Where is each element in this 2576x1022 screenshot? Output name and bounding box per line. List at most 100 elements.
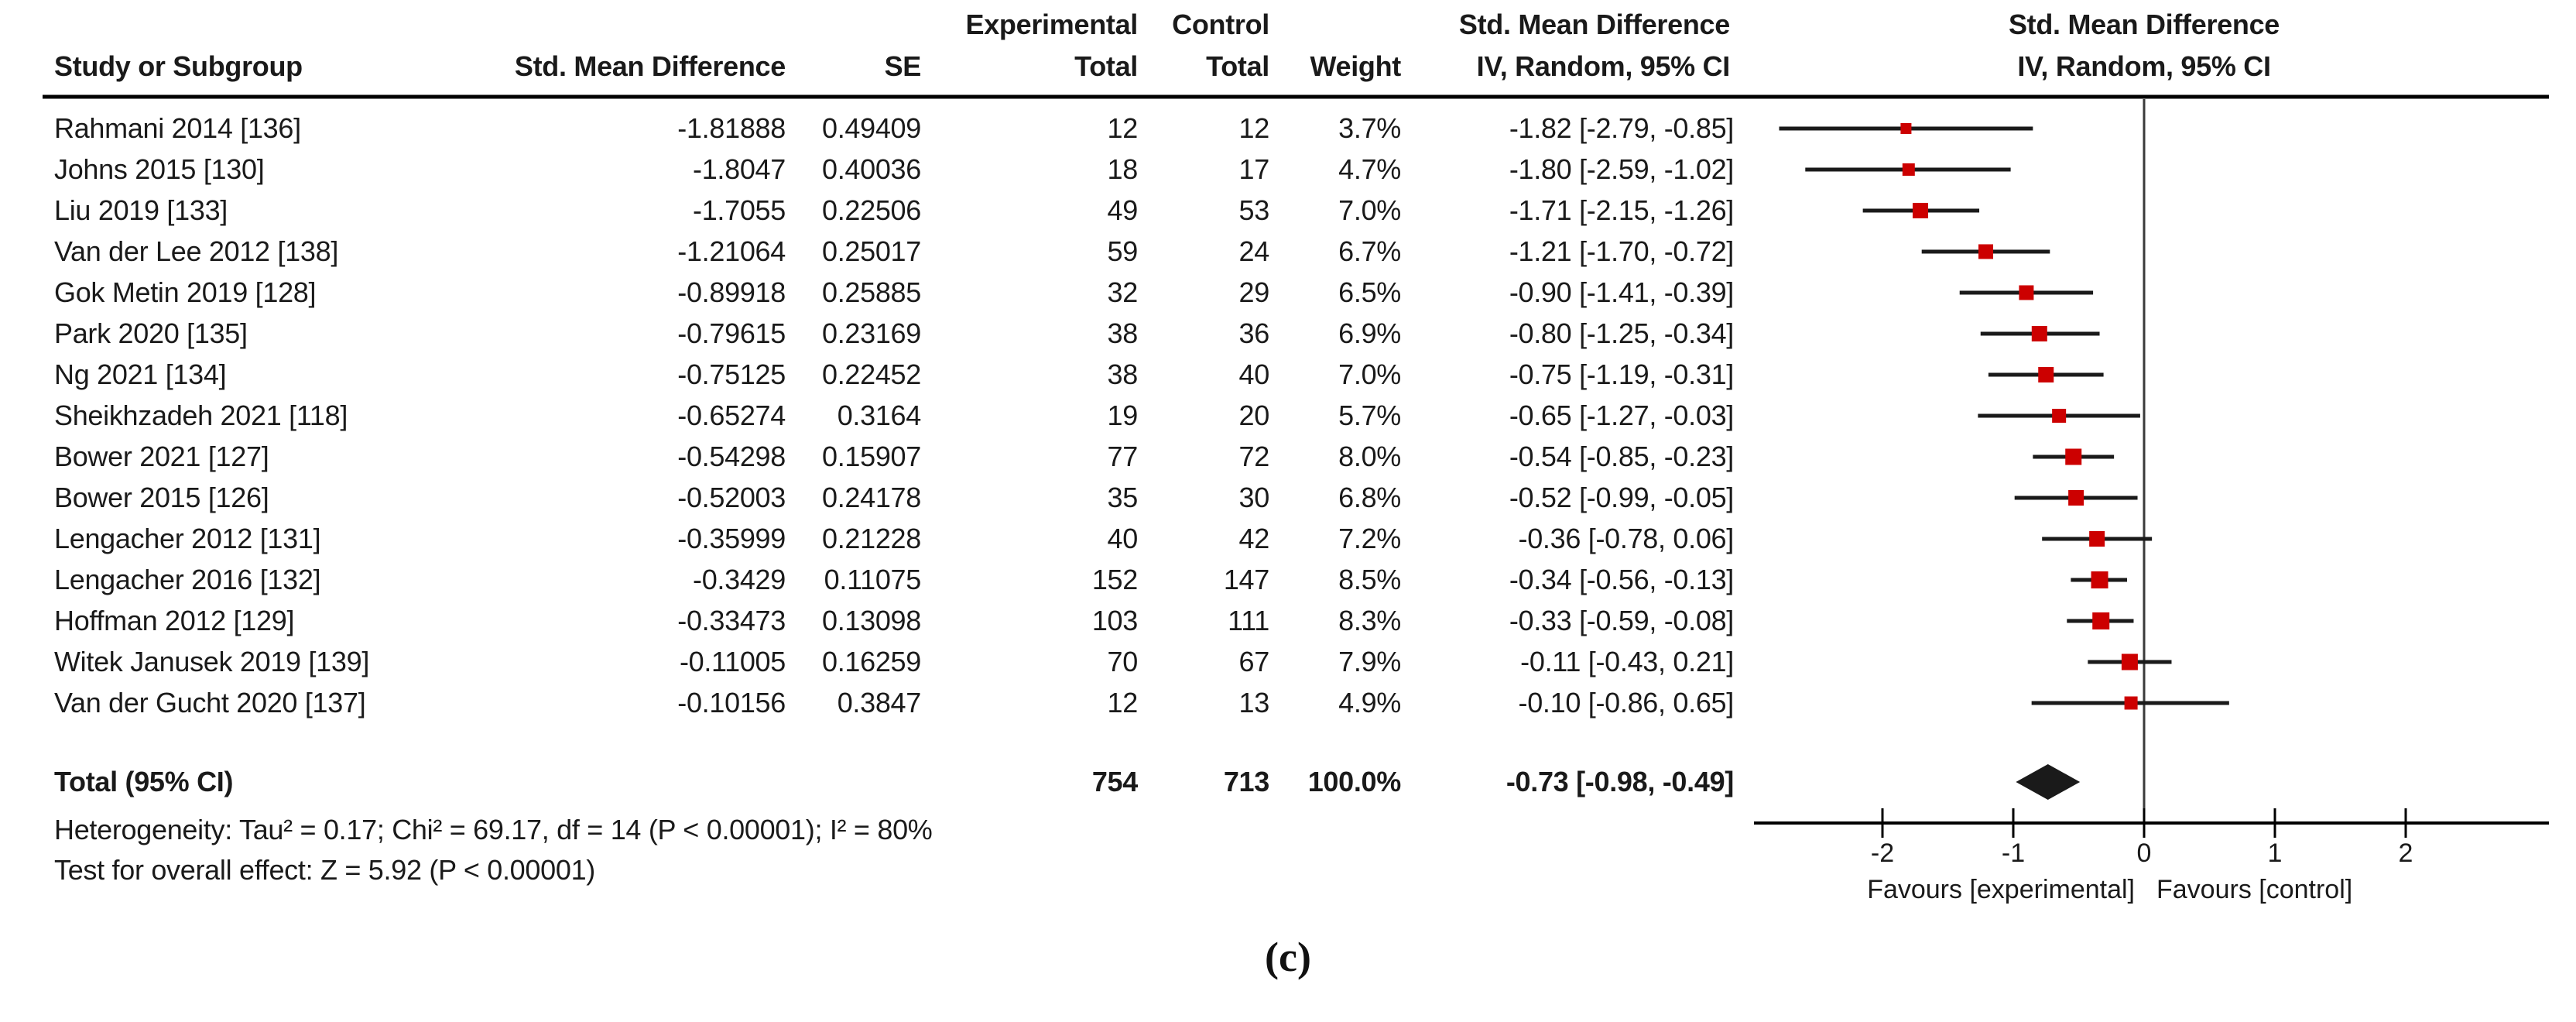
total-experimental: 754 (1091, 766, 1138, 797)
column-header-total-control: Total (1206, 50, 1269, 82)
study-control-total: 13 (1238, 687, 1270, 718)
study-smd: -0.89918 (677, 276, 786, 308)
study-ci: -0.11 [-0.43, 0.21] (1520, 646, 1734, 677)
study-name: Van der Gucht 2020 [137] (54, 687, 366, 718)
study-se: 0.25885 (821, 276, 921, 308)
study-experimental-total: 40 (1107, 523, 1139, 554)
study-ci: -1.82 [-2.79, -0.85] (1509, 112, 1734, 144)
effect-marker (2019, 285, 2034, 300)
study-experimental-total: 32 (1107, 276, 1139, 308)
effect-marker (1900, 123, 1912, 134)
plot-header-subtitle: IV, Random, 95% CI (2017, 50, 2271, 82)
study-experimental-total: 70 (1107, 646, 1139, 677)
column-header-smd-ci: Std. Mean Difference (1458, 9, 1730, 40)
study-control-total: 147 (1223, 564, 1269, 595)
study-ci: -0.80 [-1.25, -0.34] (1509, 317, 1734, 349)
study-experimental-total: 12 (1107, 687, 1139, 718)
effect-marker (2091, 571, 2108, 588)
study-smd: -1.81888 (677, 112, 786, 144)
pooled-diamond (2016, 764, 2081, 800)
study-name: Bower 2015 [126] (54, 482, 269, 513)
effect-marker (2031, 326, 2047, 341)
axis-tick-label: -1 (2002, 839, 2025, 868)
study-weight: 4.7% (1338, 153, 1401, 185)
study-name: Sheikhzadeh 2021 [118] (54, 400, 348, 431)
study-weight: 8.3% (1338, 605, 1401, 636)
study-ci: -1.80 [-2.59, -1.02] (1509, 153, 1734, 185)
study-se: 0.22452 (821, 358, 921, 390)
study-ci: -0.52 [-0.99, -0.05] (1509, 482, 1734, 513)
study-ci: -0.75 [-1.19, -0.31] (1509, 358, 1734, 390)
study-weight: 7.0% (1338, 358, 1401, 390)
study-smd: -0.10156 (677, 687, 786, 718)
study-ci: -1.71 [-2.15, -1.26] (1509, 194, 1734, 226)
study-ci: -0.10 [-0.86, 0.65] (1518, 687, 1735, 718)
study-se: 0.15907 (821, 441, 921, 472)
study-smd: -0.79615 (677, 317, 786, 349)
column-header-weight: Weight (1310, 50, 1401, 82)
study-control-total: 67 (1238, 646, 1270, 677)
study-name: Lengacher 2016 [132] (54, 564, 321, 595)
overall-effect-note: Test for overall effect: Z = 5.92 (P < 0… (54, 854, 595, 886)
study-weight: 4.9% (1338, 687, 1401, 718)
effect-marker (2089, 531, 2105, 547)
study-experimental-total: 103 (1091, 605, 1138, 636)
total-weight: 100.0% (1307, 766, 1402, 797)
total-row-label: Total (95% CI) (54, 766, 234, 797)
study-se: 0.23169 (821, 317, 921, 349)
effect-marker (2068, 490, 2084, 506)
study-name: Ng 2021 [134] (54, 358, 227, 390)
study-weight: 6.8% (1338, 482, 1401, 513)
effect-marker (2092, 612, 2110, 629)
effect-marker (2121, 653, 2138, 670)
study-weight: 7.2% (1338, 523, 1401, 554)
study-smd: -1.21064 (677, 235, 786, 267)
column-header-iv-random: IV, Random, 95% CI (1476, 50, 1731, 82)
effect-marker (2124, 696, 2138, 710)
study-name: Park 2020 [135] (54, 317, 248, 349)
total-ci: -0.73 [-0.98, -0.49] (1506, 766, 1734, 797)
column-header-study: Study or Subgroup (54, 50, 303, 82)
column-header-control: Control (1172, 9, 1269, 40)
effect-marker (2038, 367, 2054, 382)
study-ci: -0.34 [-0.56, -0.13] (1509, 564, 1734, 595)
effect-marker (2065, 448, 2082, 465)
study-experimental-total: 49 (1107, 194, 1139, 226)
effect-marker (1902, 163, 1915, 176)
study-control-total: 53 (1238, 194, 1270, 226)
study-ci: -0.90 [-1.41, -0.39] (1509, 276, 1734, 308)
study-se: 0.13098 (821, 605, 921, 636)
study-name: Bower 2021 [127] (54, 441, 269, 472)
study-control-total: 42 (1238, 523, 1270, 554)
study-control-total: 20 (1238, 400, 1270, 431)
favours-experimental-label: Favours [experimental] (1867, 875, 2135, 904)
favours-control-label: Favours [control] (2156, 875, 2352, 904)
column-header-se: SE (884, 50, 922, 82)
study-experimental-total: 35 (1107, 482, 1139, 513)
study-se: 0.11075 (824, 564, 922, 595)
column-header-experimental: Experimental (965, 9, 1139, 40)
study-weight: 7.9% (1338, 646, 1401, 677)
study-weight: 5.7% (1338, 400, 1401, 431)
study-weight: 3.7% (1338, 112, 1401, 144)
study-name: Gok Metin 2019 [128] (54, 276, 317, 308)
study-smd: -1.7055 (693, 194, 786, 226)
study-smd: -0.54298 (677, 441, 786, 472)
study-se: 0.40036 (821, 153, 921, 185)
study-name: Lengacher 2012 [131] (54, 523, 321, 554)
effect-marker (1978, 244, 1994, 259)
axis-tick-label: 2 (2399, 839, 2413, 868)
study-experimental-total: 59 (1107, 235, 1139, 267)
study-weight: 8.0% (1338, 441, 1401, 472)
study-smd: -0.35999 (677, 523, 786, 554)
study-ci: -0.54 [-0.85, -0.23] (1509, 441, 1734, 472)
study-smd: -1.8047 (693, 153, 786, 185)
study-se: 0.24178 (821, 482, 921, 513)
study-control-total: 40 (1238, 358, 1270, 390)
study-control-total: 72 (1238, 441, 1270, 472)
effect-marker (1913, 203, 1929, 218)
study-weight: 6.5% (1338, 276, 1401, 308)
study-weight: 6.7% (1338, 235, 1401, 267)
study-se: 0.3164 (837, 400, 922, 431)
study-name: Van der Lee 2012 [138] (54, 235, 339, 267)
